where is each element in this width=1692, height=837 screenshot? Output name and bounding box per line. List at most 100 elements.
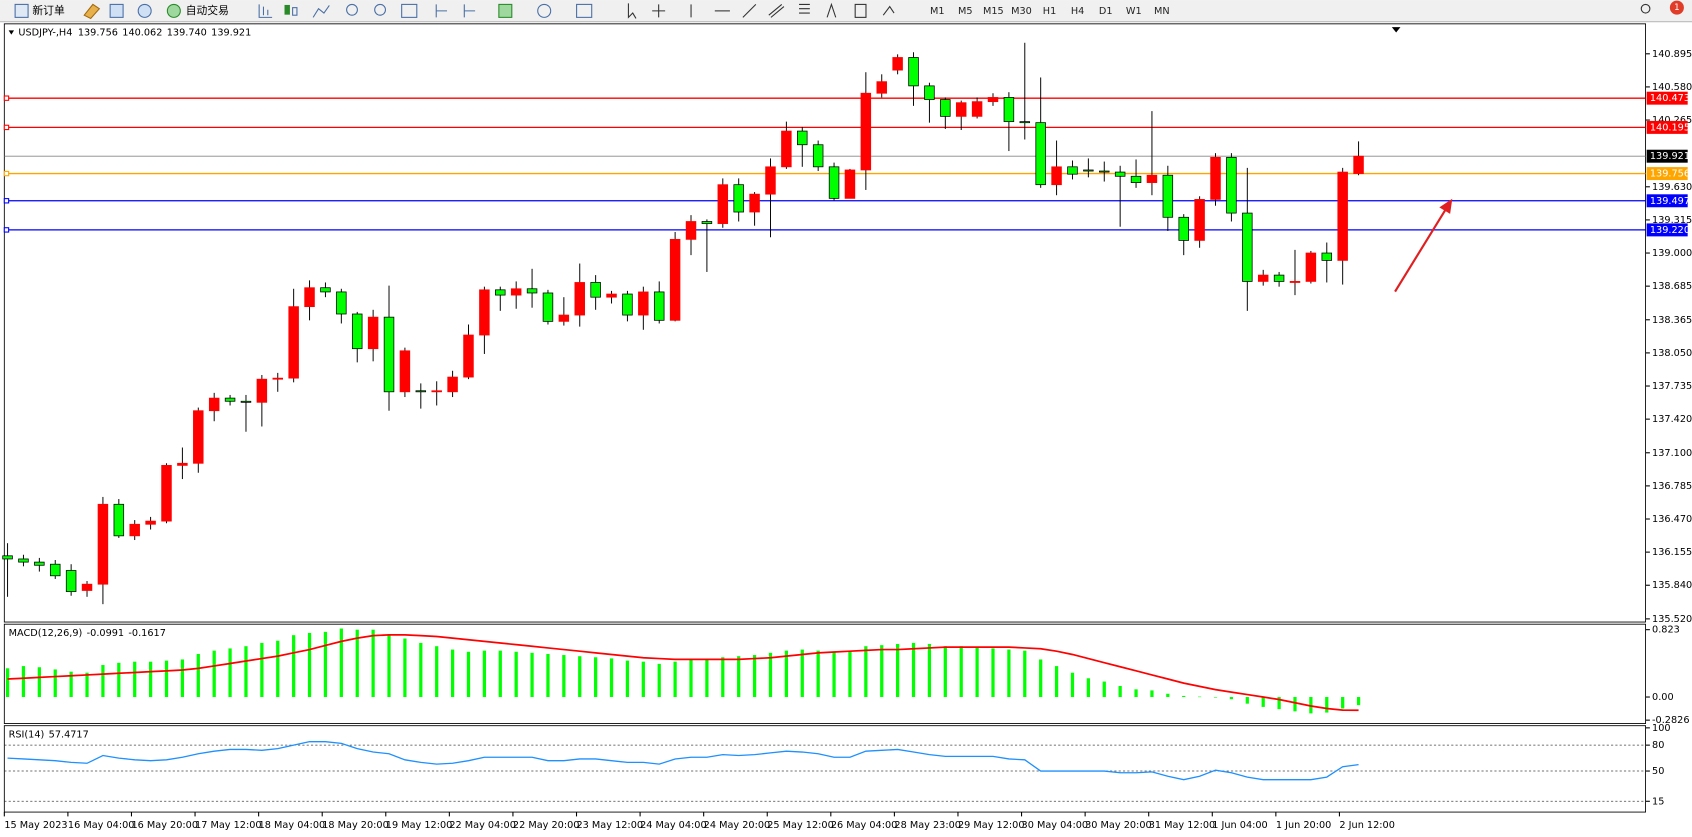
text-icon[interactable] [826, 2, 837, 18]
timeframe-button[interactable]: H1 [1043, 6, 1056, 17]
timeframe-button[interactable]: M30 [1011, 6, 1032, 17]
y-tick-label: 140.580 [1652, 82, 1692, 93]
macd-bar [133, 661, 137, 698]
zoom-in-icon[interactable] [346, 3, 358, 16]
fibo-icon[interactable] [799, 3, 810, 14]
candle-body [622, 293, 633, 316]
price-level-label: 140.473 [1650, 93, 1690, 104]
macd-bar [816, 650, 820, 698]
candle-body [1289, 281, 1301, 283]
notification-badge[interactable] [1669, 0, 1684, 15]
candle-body [65, 570, 77, 592]
rsi-header: RSI(14) 57.4717 [9, 729, 89, 740]
rsi-line [7, 741, 1359, 781]
templates-icon[interactable] [576, 3, 593, 18]
price-level-handle [3, 227, 10, 233]
candle-body [1353, 155, 1364, 174]
channel-icon[interactable] [768, 3, 785, 18]
icon[interactable] [83, 3, 101, 20]
zoom-out-icon[interactable] [374, 3, 387, 16]
trendline-icon[interactable] [742, 4, 757, 18]
x-tick-label: 30 May 04:00 [1022, 820, 1089, 831]
candle-body [1178, 216, 1189, 241]
macd-bar [1070, 672, 1075, 698]
candle-body [781, 130, 792, 168]
auto-trading-icon[interactable] [166, 3, 181, 18]
macd-bar [371, 629, 375, 698]
macd-bar [69, 671, 73, 698]
macd-bar [625, 660, 630, 698]
icon[interactable] [137, 3, 152, 18]
tile-icon[interactable] [401, 3, 418, 18]
candle-icon[interactable] [284, 4, 290, 15]
candle-body [717, 184, 729, 224]
x-tick-label: 16 May 20:00 [131, 820, 198, 831]
macd-bar [1198, 696, 1202, 698]
scroll-icon[interactable] [435, 4, 448, 18]
macd-bar [975, 647, 979, 698]
symbol: USDJPY-,H4 [18, 27, 72, 38]
y-tick-label: 137.100 [1652, 448, 1692, 459]
current-price-label: 139.921 [1650, 151, 1690, 162]
x-tick-label: 23 May 12:00 [577, 820, 644, 831]
macd-bar [164, 660, 169, 698]
macd-bar [546, 653, 550, 698]
candle-body [749, 193, 760, 213]
macd-bar [1356, 697, 1361, 706]
candle-body [288, 306, 299, 379]
macd-bar [514, 651, 518, 698]
search-icon[interactable] [1640, 3, 1651, 14]
x-tick-label: 30 May 20:00 [1085, 820, 1152, 831]
candle-body [97, 503, 109, 585]
candle-icon[interactable] [292, 7, 298, 16]
price-level-tag [1646, 194, 1688, 208]
timeframe-button[interactable]: M1 [930, 6, 945, 17]
new-order-icon[interactable] [14, 3, 29, 18]
shift-icon[interactable] [463, 4, 476, 18]
candle-body [797, 130, 808, 146]
timeframe-button[interactable]: H4 [1071, 6, 1084, 17]
price-level-tag [1646, 91, 1688, 105]
line-chart-icon[interactable] [312, 5, 330, 18]
timeframe-button[interactable]: M15 [983, 6, 1004, 17]
macd-bar [498, 650, 502, 698]
new-order-button[interactable]: 新订单 [32, 4, 65, 17]
label-icon[interactable] [854, 3, 867, 18]
timeframe-button[interactable]: M5 [958, 6, 973, 17]
icon[interactable] [109, 3, 124, 18]
price-level-handle [3, 198, 10, 204]
timeframe-button[interactable]: D1 [1099, 6, 1113, 17]
timeframe-button[interactable]: W1 [1126, 6, 1142, 17]
candle-body [733, 184, 744, 213]
candle-body [606, 293, 617, 298]
crosshair-icon[interactable] [652, 4, 666, 18]
candle-body [940, 99, 951, 117]
macd-bar [689, 659, 693, 698]
candle-body [399, 350, 411, 393]
macd-bar [1341, 697, 1345, 709]
y-tick-label: 135.520 [1652, 614, 1692, 625]
macd-bar [752, 655, 757, 698]
candle-body [304, 287, 315, 308]
macd-bar [673, 661, 677, 698]
candle-body [669, 238, 681, 321]
candle-body [701, 221, 713, 224]
candle-body [208, 397, 220, 412]
bar-chart-icon[interactable] [258, 4, 273, 18]
candle-body [812, 144, 824, 168]
symbol-marker [8, 30, 15, 35]
arrows-icon[interactable] [882, 5, 895, 16]
candle-body [955, 102, 967, 117]
candle-body [685, 221, 697, 240]
macd-bar [117, 662, 121, 698]
cursor-icon[interactable] [627, 3, 637, 19]
auto-trading-button[interactable]: 自动交易 [186, 4, 229, 17]
macd-bar [435, 646, 439, 698]
indicators-icon[interactable] [498, 3, 513, 18]
candle-body [129, 523, 140, 537]
timeframe-button[interactable]: MN [1154, 6, 1170, 17]
macd-bar [1293, 697, 1297, 712]
macd-bar [800, 649, 804, 698]
periods-icon[interactable] [537, 3, 552, 18]
macd-bar [1229, 697, 1234, 700]
